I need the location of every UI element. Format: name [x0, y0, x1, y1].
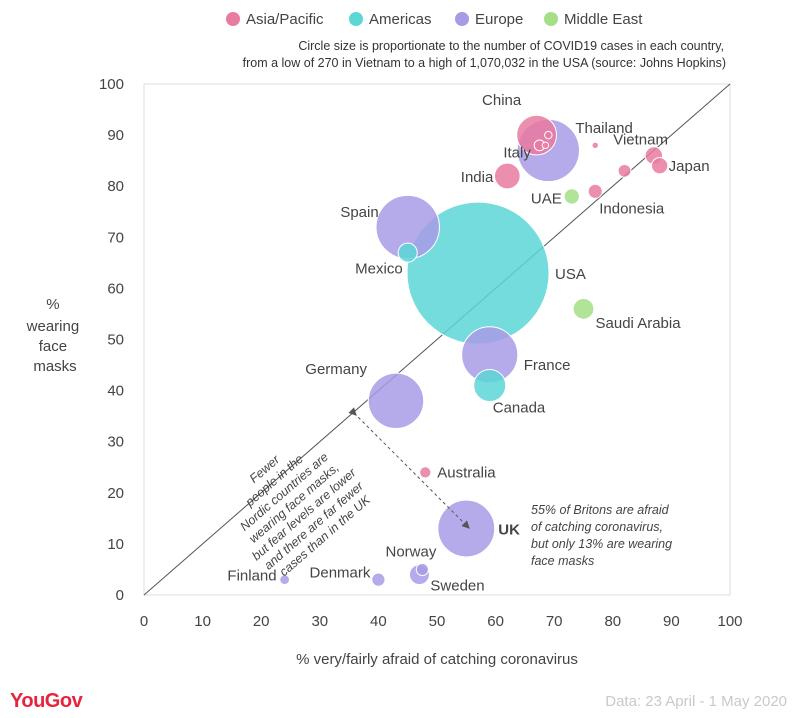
point-label-saudi-arabia: Saudi Arabia [596, 315, 682, 332]
x-tick-label: 20 [253, 613, 270, 630]
point-label-norway: Norway [385, 543, 436, 560]
bubble-germany [368, 373, 423, 428]
point-label-usa: USA [555, 266, 586, 283]
y-tick-label: 100 [99, 76, 124, 93]
bubble-norway [416, 563, 428, 575]
point-label-denmark: Denmark [310, 565, 371, 582]
legend-swatch-asia-pacific [226, 12, 240, 26]
legend-label-middle-east: Middle East [564, 11, 643, 28]
bubble-hong-kong [542, 142, 548, 148]
legend-swatch-americas [349, 12, 363, 26]
bubble-uk [438, 500, 495, 557]
y-axis-title-line-1: % [46, 296, 59, 313]
y-tick-label: 50 [107, 332, 124, 349]
yougov-logo: YouGov [10, 690, 84, 712]
x-tick-label: 80 [604, 613, 621, 630]
y-tick-label: 10 [107, 536, 124, 553]
chart: Asia/Pacific Americas Europe Middle East… [0, 0, 801, 718]
uk-annotation-line-4: face masks [531, 554, 594, 568]
point-label-vietnam: Vietnam [613, 131, 668, 148]
legend-swatch-europe [455, 12, 469, 26]
point-label-china: China [482, 92, 522, 109]
bubble-india [494, 163, 520, 189]
x-tick-label: 70 [546, 613, 563, 630]
y-tick-label: 40 [107, 383, 124, 400]
uk-annotation-line-2: of catching coronavirus, [531, 520, 663, 534]
x-tick-label: 0 [140, 613, 148, 630]
x-tick-label: 50 [429, 613, 446, 630]
svg-text:Fewer people in the: Fewer people in the Nordic countries are… [210, 418, 381, 586]
legend-item-asia-pacific: Asia/Pacific [226, 11, 324, 28]
y-axis-title: % wearing face masks [26, 296, 84, 375]
nordic-annotation: Fewer people in the Nordic countries are… [210, 418, 381, 586]
legend-item-europe: Europe [455, 11, 523, 28]
bubble-saudi-arabia [573, 298, 594, 319]
y-axis-title-line-2: wearing [26, 318, 80, 335]
x-axis-title: % very/fairly afraid of catching coronav… [296, 651, 578, 668]
legend-item-middle-east: Middle East [544, 11, 643, 28]
chart-subtitle-line-2: from a low of 270 in Vietnam to a high o… [243, 56, 726, 70]
point-label-australia: Australia [437, 464, 496, 481]
x-tick-label: 100 [717, 613, 742, 630]
point-label-canada: Canada [493, 399, 546, 416]
legend-label-europe: Europe [475, 11, 523, 28]
y-tick-label: 20 [107, 485, 124, 502]
y-tick-label: 70 [107, 229, 124, 246]
uk-annotation-line-3: but only 13% are wearing [531, 537, 672, 551]
point-label-india: India [461, 169, 494, 186]
chart-subtitle-line-1: Circle size is proportionate to the numb… [298, 39, 724, 53]
point-label-france: France [524, 357, 571, 374]
y-tick-label: 80 [107, 178, 124, 195]
bubble-philippines [618, 164, 631, 177]
legend: Asia/Pacific Americas Europe Middle East [226, 11, 643, 28]
uk-annotation-line-1: 55% of Britons are afraid [531, 503, 670, 517]
uk-annotation: 55% of Britons are afraid of catching co… [531, 503, 676, 568]
bubble-canada [474, 369, 506, 401]
x-tick-label: 30 [311, 613, 328, 630]
bubble-denmark [372, 573, 385, 586]
bubble-australia [420, 467, 431, 478]
legend-item-americas: Americas [349, 11, 432, 28]
y-tick-label: 0 [116, 587, 124, 604]
legend-swatch-middle-east [544, 12, 558, 26]
bubble-uae [564, 189, 579, 204]
y-tick-label: 90 [107, 127, 124, 144]
bubble-japan [652, 158, 668, 174]
bubble-thailand [545, 131, 552, 138]
legend-label-asia-pacific: Asia/Pacific [246, 11, 324, 28]
y-axis-title-line-3: face [39, 338, 67, 355]
reference-line [144, 84, 730, 595]
point-label-italy: Italy [503, 144, 531, 161]
point-label-germany: Germany [305, 361, 367, 378]
bubble-vietnam [592, 142, 598, 148]
point-label-japan: Japan [669, 158, 710, 175]
y-tick-label: 30 [107, 434, 124, 451]
x-tick-label: 90 [663, 613, 680, 630]
bubble-mexico [398, 243, 417, 262]
y-axis-title-line-4: masks [33, 358, 76, 375]
legend-label-americas: Americas [369, 11, 432, 28]
source-text: Data: 23 April - 1 May 2020 [605, 693, 787, 710]
point-label-sweden: Sweden [430, 578, 484, 595]
point-label-spain: Spain [340, 204, 378, 221]
x-tick-label: 60 [487, 613, 504, 630]
point-label-uk: UK [498, 522, 520, 539]
x-tick-label: 10 [194, 613, 211, 630]
point-label-uae: UAE [531, 190, 562, 207]
bubble-indonesia [588, 184, 602, 198]
point-label-mexico: Mexico [355, 261, 403, 278]
point-label-indonesia: Indonesia [599, 200, 665, 217]
y-tick-label: 60 [107, 280, 124, 297]
x-tick-label: 40 [370, 613, 387, 630]
